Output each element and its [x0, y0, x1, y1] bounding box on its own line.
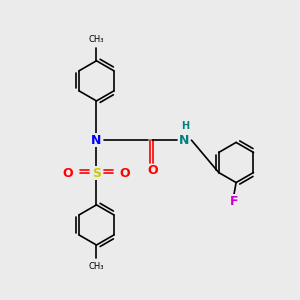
Text: H: H [181, 121, 189, 131]
Text: O: O [120, 167, 130, 180]
Text: N: N [91, 134, 102, 147]
Text: F: F [230, 195, 238, 208]
Text: O: O [147, 164, 158, 178]
Text: N: N [179, 134, 190, 147]
Text: S: S [92, 167, 101, 180]
Text: CH₃: CH₃ [89, 35, 104, 44]
Text: O: O [63, 167, 73, 180]
Text: CH₃: CH₃ [89, 262, 104, 271]
